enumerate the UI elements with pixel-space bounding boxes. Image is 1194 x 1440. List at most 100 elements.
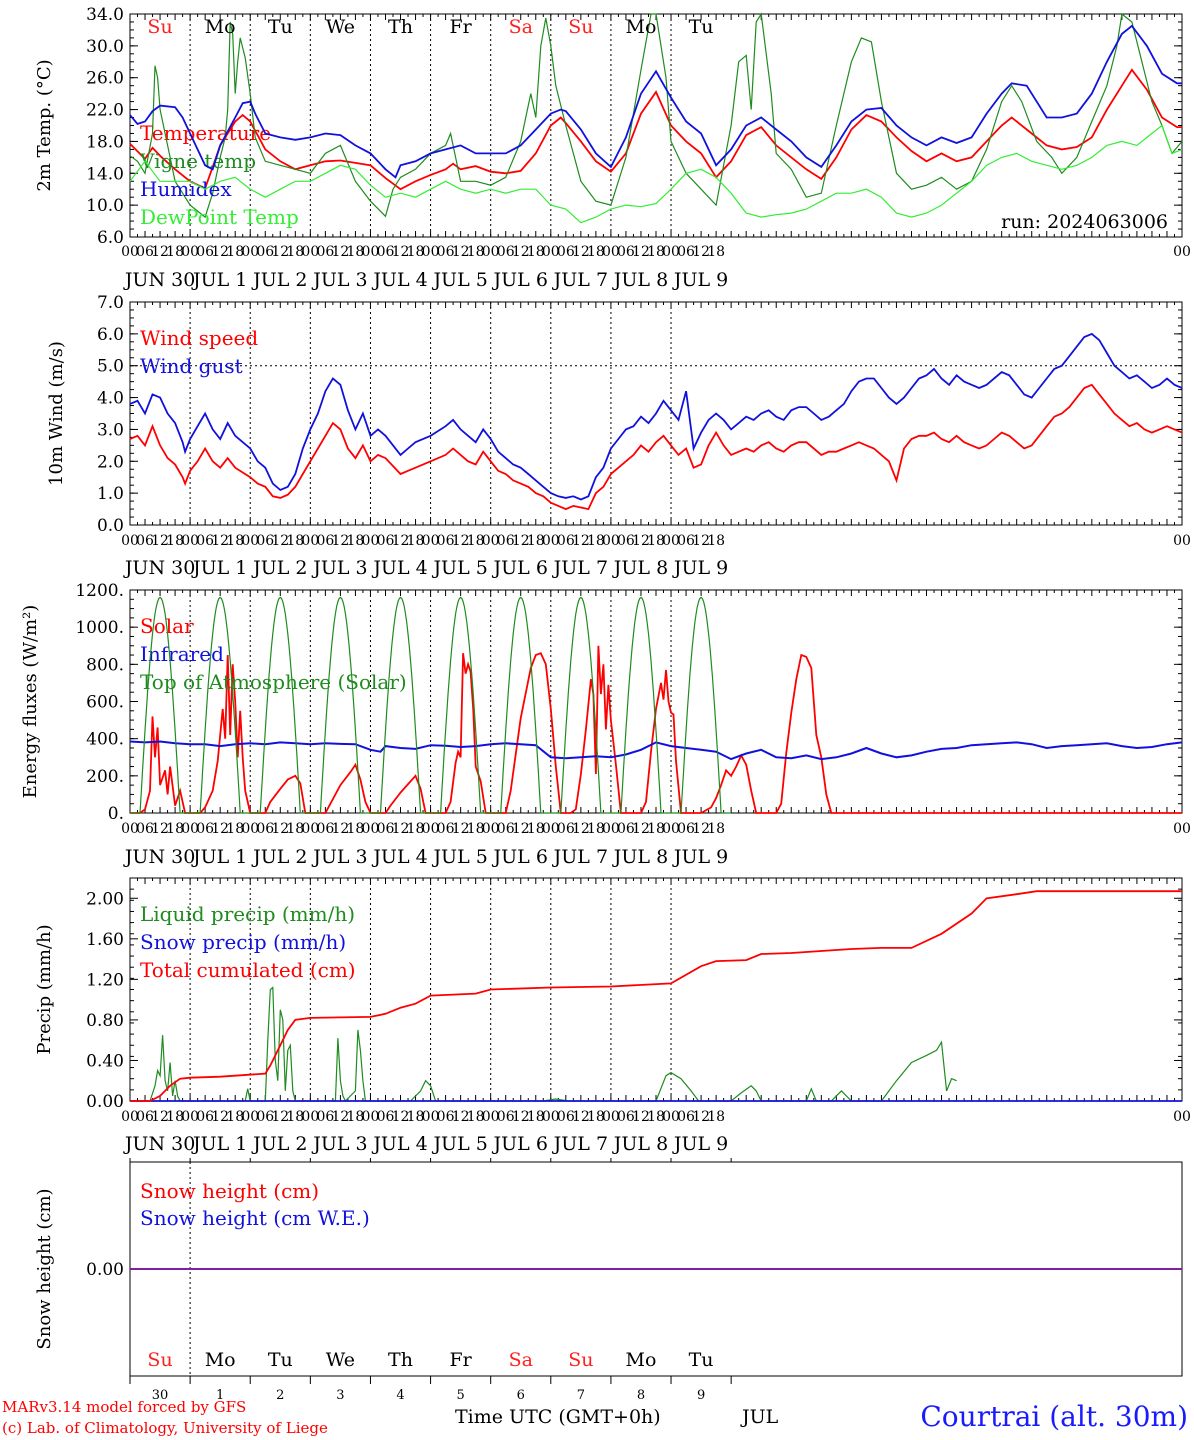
day-number: 6 xyxy=(517,1388,525,1403)
hour-label: 12 xyxy=(452,1109,470,1125)
hour-label: 06 xyxy=(377,1109,395,1125)
hour-label: 00 xyxy=(542,533,560,549)
hour-label: 06 xyxy=(316,533,334,549)
date-label: JUL 4 xyxy=(371,557,427,579)
date-label: JUL 2 xyxy=(251,269,307,291)
date-label: JUL 8 xyxy=(612,846,668,868)
hour-label: 00 xyxy=(301,821,319,837)
hour-label: 18 xyxy=(587,533,605,549)
date-label: JUL 2 xyxy=(251,846,307,868)
hour-label: 00 xyxy=(602,244,620,260)
date-label: JUL 2 xyxy=(251,557,307,579)
hour-label: 18 xyxy=(647,533,665,549)
date-label: JUN 30 xyxy=(123,557,195,579)
hour-label: 06 xyxy=(677,821,695,837)
hour-label: 18 xyxy=(286,533,304,549)
hour-label: 00 xyxy=(422,821,440,837)
weekday-label: Su xyxy=(568,1349,593,1371)
date-label: JUL 1 xyxy=(191,269,247,291)
date-label: JUL 5 xyxy=(431,557,487,579)
hour-label: 06 xyxy=(377,244,395,260)
hour-label: 18 xyxy=(707,1109,725,1125)
hour-label: 12 xyxy=(331,533,349,549)
hour-label: 12 xyxy=(572,244,590,260)
hour-label: 18 xyxy=(286,1109,304,1125)
date-label: JUL 5 xyxy=(431,846,487,868)
hour-label: 00 xyxy=(422,1109,440,1125)
weekday-label: Fr xyxy=(449,1349,472,1371)
legend-humidex: Humidex xyxy=(140,177,232,201)
hour-label: 06 xyxy=(196,821,214,837)
y-tick-label: 5.0 xyxy=(97,357,124,377)
hour-label: 12 xyxy=(452,533,470,549)
hour-label: 00 xyxy=(542,821,560,837)
weekday-label: Tu xyxy=(268,16,293,38)
hour-label: 00 xyxy=(181,244,199,260)
weekday-label: Sa xyxy=(509,1349,533,1371)
hour-label: 12 xyxy=(211,821,229,837)
hour-label: 12 xyxy=(392,244,410,260)
hour-label: 00 xyxy=(662,821,680,837)
legend-snow-height-cm-: Snow height (cm) xyxy=(140,1179,319,1203)
hour-label: 00 xyxy=(241,533,259,549)
date-label: JUL 9 xyxy=(672,557,728,579)
hour-label: 06 xyxy=(617,1109,635,1125)
date-label: JUL 2 xyxy=(251,1133,307,1155)
series-line-total-cumulated-cm- xyxy=(130,890,1182,1102)
hour-label: 18 xyxy=(647,244,665,260)
hour-label: 12 xyxy=(392,533,410,549)
hour-label: 06 xyxy=(316,244,334,260)
hour-label: 18 xyxy=(467,533,485,549)
hour-label: 12 xyxy=(151,244,169,260)
weekday-label: Mo xyxy=(205,1349,236,1371)
hour-label: 06 xyxy=(617,533,635,549)
legend-vigne-temp: Vigne temp xyxy=(139,149,256,173)
hour-label: 18 xyxy=(527,244,545,260)
hour-label: 00 xyxy=(241,1109,259,1125)
hour-label: 18 xyxy=(166,1109,184,1125)
hour-label: 00 xyxy=(482,244,500,260)
legend-wind-gust: Wind gust xyxy=(140,354,243,378)
series-line-temperature xyxy=(129,68,1182,191)
date-label: JUL 8 xyxy=(612,269,668,291)
hour-label: 00 xyxy=(121,1109,139,1125)
hour-label: 12 xyxy=(271,533,289,549)
hour-label: 00 xyxy=(482,1109,500,1125)
series-line-solar xyxy=(130,645,1182,814)
date-label: JUL 6 xyxy=(492,269,548,291)
hour-label: 00 xyxy=(422,533,440,549)
hour-label: 06 xyxy=(617,244,635,260)
hour-label: 00 xyxy=(482,533,500,549)
y-tick-label: 26.0 xyxy=(86,69,124,89)
hour-label: 18 xyxy=(226,1109,244,1125)
date-label: JUL 1 xyxy=(191,557,247,579)
y-tick-label: 14.0 xyxy=(86,164,124,184)
hour-label: 00 xyxy=(241,244,259,260)
hour-label: 18 xyxy=(527,1109,545,1125)
series-line-wind-speed xyxy=(129,383,1183,511)
legend-wind-speed: Wind speed xyxy=(140,326,258,350)
date-label: JUL 6 xyxy=(492,846,548,868)
weekday-label: Su xyxy=(147,1349,172,1371)
lab-credit: (c) Lab. of Climatology, University of L… xyxy=(2,1419,328,1437)
y-tick-label: 22.0 xyxy=(86,101,124,121)
hour-label: 18 xyxy=(166,821,184,837)
day-number: 5 xyxy=(456,1388,464,1403)
date-label: JUL 3 xyxy=(311,1133,367,1155)
panel-snow: 0.00 Snow height (cm) Snow height (cm) Snow… xyxy=(34,1158,1183,1403)
hour-label: 12 xyxy=(392,821,410,837)
date-label: JUL 1 xyxy=(191,846,247,868)
hour-label: 06 xyxy=(497,1109,515,1125)
date-label: JUL 5 xyxy=(431,269,487,291)
weekday-label: Mo xyxy=(626,16,657,38)
hour-label: 06 xyxy=(497,533,515,549)
y-tick-label: 1000. xyxy=(75,618,124,638)
hour-label: 00 xyxy=(1173,1109,1191,1125)
date-label: JUN 30 xyxy=(123,1133,195,1155)
hour-label: 18 xyxy=(347,821,365,837)
hour-label: 18 xyxy=(226,533,244,549)
date-label: JUL 9 xyxy=(672,269,728,291)
y-tick-label: 18.0 xyxy=(86,132,124,152)
hour-label: 06 xyxy=(677,1109,695,1125)
date-label: JUL 7 xyxy=(552,269,608,291)
